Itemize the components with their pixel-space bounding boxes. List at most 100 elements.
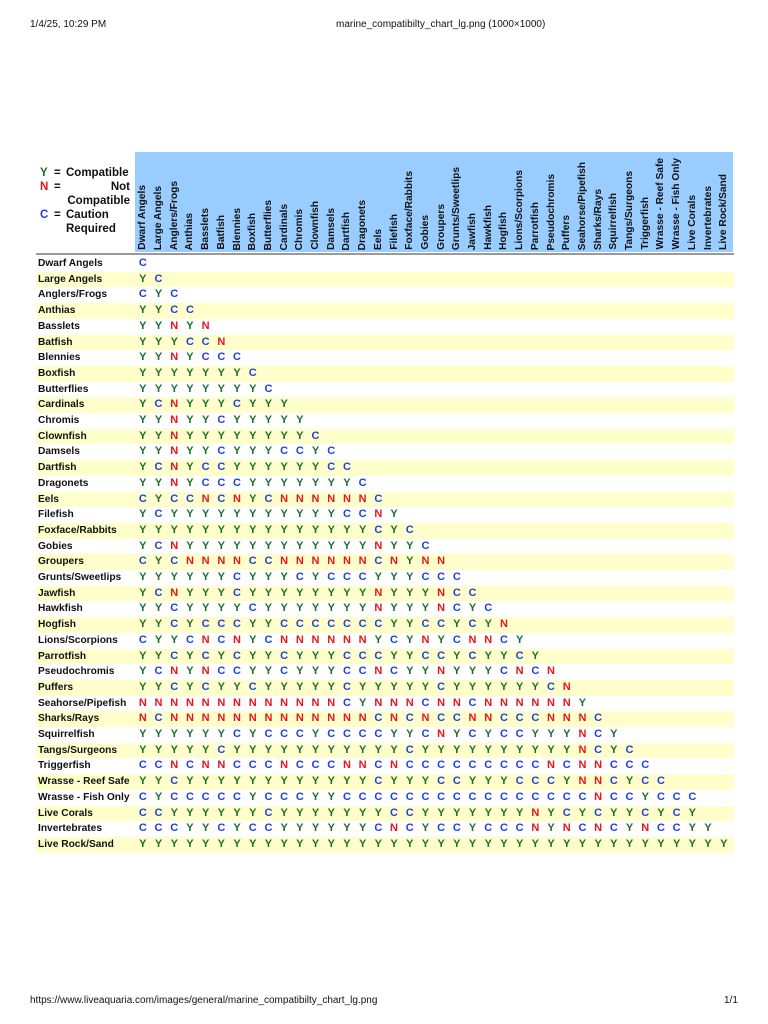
compat-cell: Y: [327, 508, 335, 521]
compat-cell: C: [201, 351, 210, 364]
compat-cell: C: [170, 304, 179, 317]
compat-cell: Y: [264, 775, 273, 788]
compat-cell: C: [468, 728, 477, 740]
compat-cell: Y: [547, 743, 555, 756]
compat-cell: N: [437, 586, 446, 599]
row-label: Parrotfish: [38, 650, 87, 662]
compat-cell: N: [185, 696, 194, 709]
compat-cell: C: [688, 790, 697, 803]
compat-cell: C: [170, 602, 179, 615]
compat-cell: C: [374, 555, 383, 568]
compat-cell: C: [437, 712, 446, 725]
compat-cell: C: [421, 696, 430, 709]
compat-cell: C: [295, 759, 304, 772]
compat-cell: Y: [280, 743, 288, 756]
compat-cell: C: [154, 272, 163, 285]
compat-cell: N: [217, 335, 226, 348]
row-label: Anthias: [38, 305, 76, 317]
compat-cell: Y: [500, 743, 508, 756]
compat-cell: Y: [280, 822, 288, 835]
compat-cell: C: [201, 790, 210, 803]
compat-cell: Y: [625, 822, 634, 835]
compat-cell: Y: [672, 837, 681, 850]
compat-cell: Y: [484, 680, 492, 693]
compat-cell: Y: [139, 366, 147, 379]
compat-cell: Y: [280, 398, 288, 411]
compat-cell: N: [437, 696, 446, 709]
compat-cell: Y: [358, 523, 367, 536]
compat-cell: N: [342, 492, 351, 505]
column-label-text: Dragonets: [357, 199, 369, 250]
compat-cell: Y: [186, 523, 194, 536]
compat-cell: C: [185, 492, 194, 505]
compat-cell: Y: [201, 414, 210, 426]
compat-cell: C: [185, 759, 194, 772]
compat-cell: Y: [201, 445, 210, 458]
compat-cell: C: [170, 680, 179, 693]
compat-cell: C: [468, 618, 477, 631]
compat-cell: Y: [280, 429, 288, 442]
compat-cell: Y: [327, 539, 335, 552]
header-divider: [36, 253, 734, 255]
compat-cell: C: [515, 775, 524, 788]
compat-cell: Y: [468, 806, 477, 819]
compat-cell: Y: [374, 571, 383, 583]
compat-cell: C: [217, 445, 226, 458]
compat-cell: C: [201, 476, 210, 489]
compat-cell: C: [672, 822, 681, 835]
compat-cell: C: [484, 790, 493, 803]
compat-cell: N: [201, 696, 210, 709]
compat-cell: Y: [563, 743, 571, 756]
compat-cell: C: [201, 335, 210, 348]
column-label-text: Tangs/Surgeons: [624, 170, 636, 250]
compat-cell: Y: [311, 523, 320, 536]
compat-cell: C: [342, 696, 351, 709]
compat-cell: C: [280, 665, 289, 678]
compat-cell: N: [201, 633, 210, 646]
legend-key: Y: [40, 167, 48, 179]
compat-cell: C: [358, 790, 367, 803]
row-label: Pseudochromis: [38, 666, 115, 678]
compat-cell: N: [390, 712, 398, 725]
compat-cell: N: [201, 759, 210, 772]
compat-cell: N: [280, 555, 289, 568]
compat-cell: C: [138, 492, 147, 505]
legend-text: Not Compatible: [67, 181, 130, 207]
compat-cell: C: [547, 790, 555, 803]
compat-cell: C: [358, 649, 367, 662]
compat-cell: Y: [563, 775, 571, 788]
compat-cell: C: [170, 790, 179, 803]
compat-cell: N: [264, 712, 273, 725]
compat-cell: Y: [186, 586, 194, 599]
compat-cell: Y: [280, 461, 288, 474]
compat-cell: C: [327, 759, 336, 772]
compat-cell: N: [374, 602, 383, 615]
row-label: Wrasse - Reef Safe: [38, 776, 130, 788]
compat-cell: Y: [688, 822, 697, 835]
compat-cell: C: [342, 618, 351, 631]
compat-cell: N: [358, 759, 367, 772]
column-label-text: Groupers: [435, 204, 447, 250]
compat-cell: C: [295, 728, 304, 740]
compat-cell: C: [562, 759, 571, 772]
compat-cell: N: [358, 633, 367, 646]
compat-cell: Y: [264, 571, 273, 583]
compat-cell: N: [390, 759, 398, 772]
compat-cell: C: [170, 775, 179, 788]
compat-cell: C: [421, 728, 430, 740]
compat-cell: Y: [500, 775, 508, 788]
compat-cell: N: [217, 712, 226, 725]
compat-cell: Y: [280, 586, 288, 599]
compat-cell: Y: [704, 837, 712, 850]
compat-cell: N: [170, 476, 179, 489]
compat-cell: N: [562, 822, 571, 835]
compat-cell: Y: [139, 728, 147, 740]
row-label: Triggerfish: [38, 760, 91, 772]
column-label-text: Gobies: [419, 215, 431, 250]
compat-cell: C: [264, 382, 273, 395]
compat-cell: Y: [390, 602, 398, 615]
compat-cell: Y: [547, 806, 555, 819]
column-label-text: Anglers/Frogs: [168, 180, 180, 250]
compat-cell: C: [405, 712, 414, 725]
compat-cell: Y: [311, 539, 320, 552]
